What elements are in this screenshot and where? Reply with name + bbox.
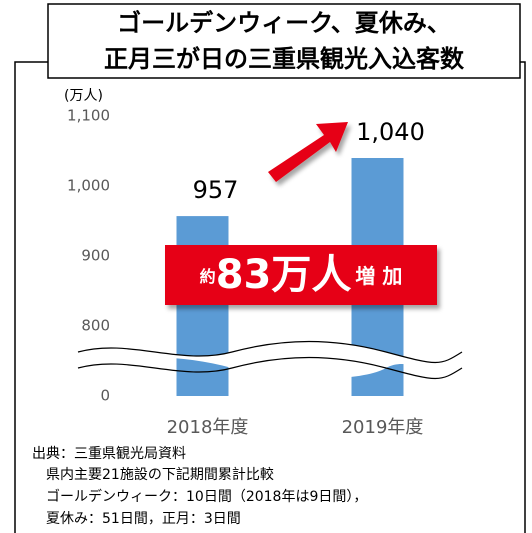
y-tick-label: 800 [81,317,110,335]
y-tick-label: 1,100 [67,107,110,125]
source-line: 夏休み：51日間，正月：3日間 [46,511,241,527]
value-label: 1,040 [356,118,425,146]
annotation-main: 83万人 [216,252,352,298]
y-tick-label: 900 [81,247,110,265]
x-tick-label: 2018年度 [167,417,249,438]
annotation: 約83万人増 加 [200,252,403,298]
y-tick-label: 0 [100,387,110,405]
y-tick-label: 1,000 [67,177,110,195]
bar [176,216,229,396]
chart-title: 正月三が日の三重県観光入込客数 [104,45,465,73]
source-line: 出典：三重県観光局資料 [32,445,186,462]
value-label: 957 [193,176,239,204]
increase-arrow [268,122,348,182]
y-axis-unit: (万人) [64,88,103,104]
title-box [47,3,521,79]
annotation-suffix: 増 加 [355,264,402,288]
annotation-prefix: 約 [200,267,216,286]
axis-break-line [77,340,463,364]
axis-break-line [77,356,463,380]
annotation-box [165,245,437,305]
source-line: 県内主要21施設の下記期間累計比較 [46,466,274,483]
x-tick-label: 2019年度 [342,417,424,438]
chart-title: ゴールデンウィーク、夏休み、 [117,9,451,37]
source-line: ゴールデンウィーク：10日間（2018年は9日間）， [46,488,367,505]
